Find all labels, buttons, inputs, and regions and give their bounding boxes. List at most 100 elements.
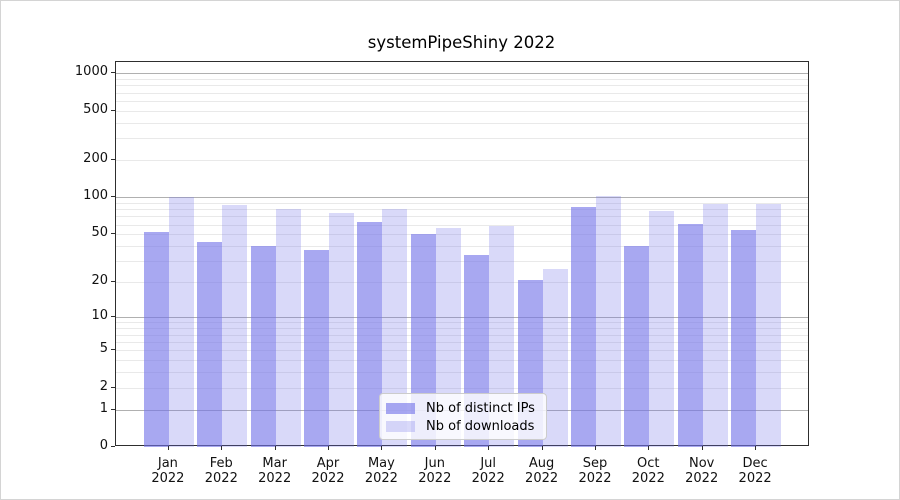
y-tick-label: 20 — [91, 273, 108, 289]
gridline-minor — [115, 100, 808, 102]
x-tick-mark — [701, 446, 703, 450]
gridline-minor — [115, 372, 808, 373]
y-tick-label: 0 — [99, 438, 108, 453]
x-tick-mark — [541, 446, 543, 450]
x-tick-label: Nov 2022 — [685, 456, 719, 486]
gridline-minor — [115, 334, 808, 336]
gridline-minor — [115, 209, 808, 211]
bar-distinct-ips — [250, 246, 276, 447]
gridline-minor — [115, 203, 808, 204]
y-tick-mark — [110, 281, 115, 283]
x-tick-label: Jan 2022 — [151, 456, 185, 486]
y-tick-mark — [110, 446, 115, 447]
bar-downloads — [756, 204, 782, 447]
gridline-minor — [115, 328, 808, 330]
y-tick-label: 10 — [91, 308, 108, 324]
gridline-minor — [115, 282, 808, 284]
gridline-minor — [115, 246, 808, 248]
bar-downloads — [275, 209, 301, 447]
x-tick-label: Mar 2022 — [258, 456, 292, 486]
gridline-minor — [115, 122, 808, 124]
x-tick-label: Aug 2022 — [525, 456, 559, 486]
gridline-minor — [115, 78, 808, 80]
y-tick-label: 100 — [83, 188, 108, 204]
chart-title: systemPipeShiny 2022 — [367, 33, 556, 52]
legend-label-downloads: Nb of downloads — [426, 418, 535, 434]
y-tick-label: 2 — [99, 378, 108, 394]
bar-distinct-ips — [357, 222, 383, 447]
bar-downloads — [222, 205, 248, 447]
gridline-minor — [115, 350, 808, 352]
x-tick-mark — [381, 446, 383, 450]
x-tick-label: Apr 2022 — [311, 456, 345, 486]
legend-swatch-distinct-ips — [386, 402, 415, 414]
bar-distinct-ips — [624, 246, 650, 447]
y-tick-label: 500 — [83, 101, 108, 117]
bar-downloads — [649, 210, 675, 447]
x-tick-label: Jun 2022 — [418, 456, 452, 486]
y-tick-label: 5 — [99, 341, 108, 357]
x-tick-mark — [755, 446, 757, 450]
y-tick-mark — [110, 109, 115, 111]
bar-downloads — [702, 204, 728, 447]
legend: Nb of distinct IPs Nb of downloads — [379, 393, 547, 440]
y-tick-label: 200 — [83, 151, 108, 167]
gridline-minor — [115, 216, 808, 218]
y-tick-mark — [110, 408, 115, 410]
y-tick-label: 1 — [99, 400, 108, 416]
bar-distinct-ips — [571, 207, 596, 447]
gridline-minor — [115, 322, 808, 324]
legend-swatch-downloads — [386, 420, 415, 432]
y-tick-mark — [110, 316, 115, 318]
legend-item-distinct-ips: Nb of distinct IPs — [386, 399, 539, 417]
x-tick-mark — [595, 446, 596, 450]
gridline-major — [115, 197, 808, 199]
bar-distinct-ips — [143, 232, 169, 447]
plot-area — [114, 60, 809, 447]
y-tick-mark — [110, 349, 115, 351]
x-tick-label: Dec 2022 — [738, 456, 772, 486]
x-tick-label: Jul 2022 — [471, 456, 505, 486]
x-tick-mark — [648, 446, 650, 450]
x-tick-mark — [488, 446, 490, 450]
gridline-minor — [115, 110, 808, 112]
bar-distinct-ips — [304, 250, 329, 447]
y-tick-label: 1000 — [74, 64, 108, 80]
y-tick-mark — [110, 386, 115, 388]
gridline-major — [115, 73, 808, 75]
x-tick-mark — [221, 446, 223, 450]
y-tick-mark — [110, 233, 115, 235]
gridline-minor — [115, 92, 808, 94]
x-tick-label: Feb 2022 — [204, 456, 238, 486]
bar-distinct-ips — [677, 223, 703, 447]
legend-label-distinct-ips: Nb of distinct IPs — [426, 400, 535, 416]
bar-distinct-ips — [731, 230, 757, 447]
y-tick-mark — [110, 72, 115, 74]
x-tick-mark — [167, 446, 169, 450]
x-tick-mark — [434, 446, 436, 450]
y-tick-mark — [110, 159, 115, 161]
bar-distinct-ips — [197, 242, 223, 447]
y-tick-label: 50 — [91, 225, 108, 241]
x-tick-mark — [274, 446, 276, 450]
legend-item-downloads: Nb of downloads — [386, 417, 539, 435]
gridline-minor — [115, 160, 808, 162]
gridline-minor — [115, 341, 808, 343]
bar-downloads — [329, 213, 354, 447]
bar-downloads — [596, 196, 621, 447]
gridline-minor — [115, 387, 808, 389]
gridline-minor — [115, 359, 808, 361]
gridline-minor — [115, 261, 808, 263]
gridline-major — [115, 317, 808, 319]
x-tick-label: Oct 2022 — [631, 456, 665, 486]
x-tick-mark — [328, 446, 329, 450]
gridline-minor — [115, 85, 808, 87]
gridline-minor — [115, 224, 808, 226]
gridline-minor — [115, 234, 808, 236]
bar-downloads — [168, 197, 194, 447]
y-tick-mark — [110, 196, 115, 198]
gridline-minor — [115, 138, 808, 140]
x-tick-label: Sep 2022 — [578, 456, 612, 486]
x-tick-label: May 2022 — [364, 456, 398, 486]
